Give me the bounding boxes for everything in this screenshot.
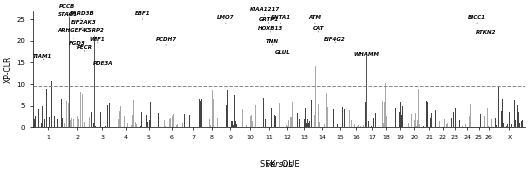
Text: LMO7: LMO7	[217, 15, 235, 24]
Text: PECR: PECR	[77, 45, 93, 52]
Text: ARHGEF4: ARHGEF4	[58, 28, 87, 39]
Text: RTKN2: RTKN2	[476, 30, 496, 35]
Text: CAT: CAT	[313, 26, 324, 32]
Text: STAG1: STAG1	[58, 12, 78, 17]
Text: EIF2AK3: EIF2AK3	[71, 20, 97, 28]
Text: GRTP1: GRTP1	[259, 17, 279, 24]
Text: SNTA1: SNTA1	[270, 15, 291, 24]
Text: WIF1: WIF1	[90, 37, 106, 43]
Text: TNN: TNN	[266, 39, 279, 45]
Text: GLUL: GLUL	[275, 50, 291, 55]
Y-axis label: XP-CLR: XP-CLR	[4, 55, 13, 83]
Text: ATM: ATM	[308, 15, 322, 24]
Text: WHAMM: WHAMM	[353, 52, 379, 57]
Text: PARD3B: PARD3B	[70, 11, 95, 19]
Text: PCDH7: PCDH7	[156, 37, 177, 45]
Text: versus: versus	[265, 160, 293, 169]
Text: HOXB13: HOXB13	[258, 26, 283, 32]
Text: CSRP2: CSRP2	[85, 28, 104, 37]
Text: OUE: OUE	[279, 160, 299, 169]
Text: BICC1: BICC1	[468, 15, 486, 24]
Text: PDE3A: PDE3A	[93, 61, 113, 66]
Text: SFK: SFK	[260, 160, 279, 169]
Text: EIF4G2: EIF4G2	[324, 37, 346, 43]
Text: FGD3: FGD3	[69, 41, 86, 47]
Text: EBF1: EBF1	[134, 11, 150, 19]
Text: TIAM1: TIAM1	[33, 54, 52, 60]
Text: PCCB: PCCB	[59, 4, 75, 13]
Text: KIAA1217: KIAA1217	[250, 7, 280, 15]
